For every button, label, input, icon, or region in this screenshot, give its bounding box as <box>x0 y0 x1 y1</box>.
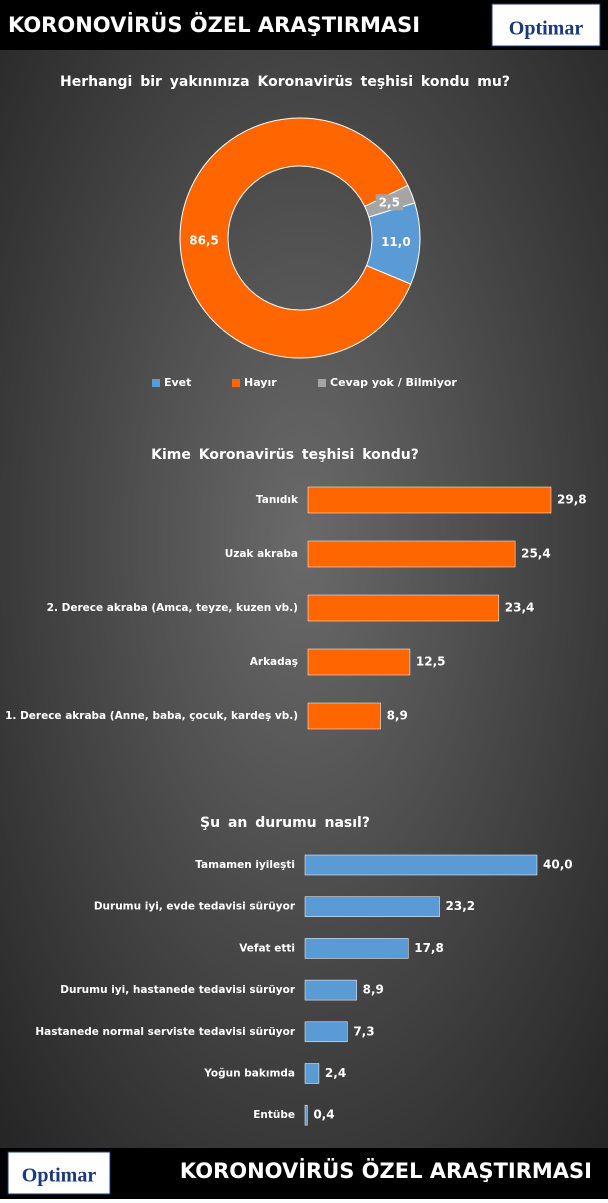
value-label: 0,4 <box>313 1108 334 1122</box>
value-label: 8,9 <box>387 709 408 723</box>
category-label: Tanıdık <box>256 494 299 506</box>
bar <box>307 594 500 622</box>
category-label: Uzak akraba <box>225 548 298 560</box>
pie-slice <box>179 117 412 359</box>
category-label: Durumu iyi, hastanede tedavisi sürüyor <box>60 984 296 996</box>
legend-label: Cevap yok / Bilmiyor <box>330 376 457 389</box>
category-label: Vefat etti <box>239 942 295 954</box>
category-label: Durumu iyi, evde tedavisi sürüyor <box>94 901 296 913</box>
slice-label: 86,5 <box>189 233 219 247</box>
bar <box>304 979 357 1001</box>
bar <box>304 1021 348 1043</box>
slice-label: 11,0 <box>381 235 411 249</box>
value-label: 25,4 <box>521 547 551 561</box>
chart-title: Şu an durumu nasıl? <box>200 815 370 831</box>
slice-label-box <box>375 194 403 211</box>
bar <box>304 938 409 959</box>
value-label: 2,4 <box>325 1066 346 1080</box>
value-label: 8,9 <box>363 983 384 997</box>
category-label: Entübe <box>253 1109 295 1121</box>
bar <box>307 648 411 676</box>
bar <box>304 854 538 876</box>
category-label: Tamamen iyileşti <box>195 859 295 871</box>
header-logo-box <box>491 3 601 47</box>
category-label: Yoğun bakımda <box>203 1068 295 1080</box>
footer-title: KORONOVİRÜS ÖZEL ARAŞTIRMASI <box>180 1158 592 1183</box>
bar <box>304 896 440 917</box>
legend-swatch <box>232 379 240 387</box>
legend-swatch <box>318 379 326 387</box>
legend-swatch <box>152 379 160 387</box>
value-label: 12,5 <box>416 655 446 669</box>
value-label: 23,4 <box>505 601 535 615</box>
chart-title: Herhangi bir yakınınıza Koronavirüs teşh… <box>60 74 510 90</box>
bar <box>307 486 552 514</box>
category-label: 2. Derece akraba (Amca, teyze, kuzen vb.… <box>47 602 298 614</box>
chart-title: Kime Koronavirüs teşhisi kondu? <box>151 447 419 463</box>
value-label: 17,8 <box>414 941 444 955</box>
category-label: 1. Derece akraba (Anne, baba, çocuk, kar… <box>5 710 298 722</box>
category-label: Hastanede normal serviste tedavisi sürüy… <box>35 1026 295 1038</box>
bar <box>307 702 381 730</box>
bar <box>307 540 516 568</box>
slice-label: 2,5 <box>379 195 400 209</box>
legend-label: Evet <box>164 376 191 389</box>
header-title: KORONOVİRÜS ÖZEL ARAŞTIRMASI <box>8 12 420 37</box>
value-label: 7,3 <box>353 1024 374 1038</box>
value-label: 29,8 <box>557 493 587 507</box>
category-label: Arkadaş <box>250 656 298 668</box>
bar <box>304 1063 320 1084</box>
header-logo: Optimar <box>509 18 584 40</box>
bar <box>304 1104 308 1126</box>
footer-logo: Optimar <box>22 1165 97 1187</box>
legend-label: Hayır <box>244 376 277 389</box>
value-label: 40,0 <box>543 858 573 872</box>
value-label: 23,2 <box>446 899 476 913</box>
footer-logo-box <box>7 1151 111 1195</box>
